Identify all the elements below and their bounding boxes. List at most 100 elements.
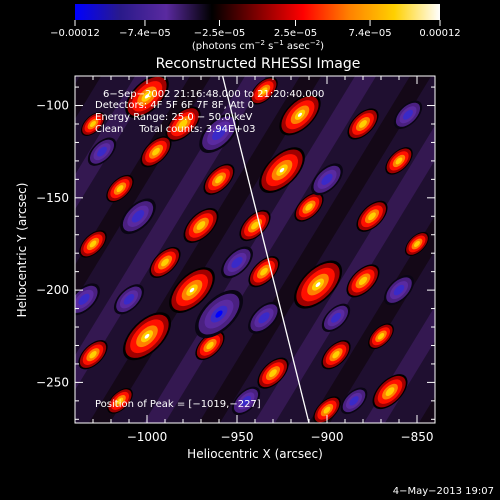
heatmap-contour	[307, 205, 311, 209]
heatmap-contour	[271, 371, 275, 375]
heatmap-contour	[243, 398, 249, 403]
colorbar-tick-label: 2.5e−05	[274, 28, 317, 39]
negative-source	[393, 100, 423, 129]
negative-source	[231, 386, 261, 416]
heatmap-contour	[234, 260, 240, 265]
x-tick-label: −900	[311, 430, 344, 444]
positive-source	[346, 264, 380, 298]
negative-source	[311, 163, 343, 196]
heatmap-contour	[370, 214, 374, 218]
positive-source	[125, 76, 169, 119]
x-tick-label: −950	[221, 430, 254, 444]
heatmap-contour	[189, 287, 195, 293]
heatmap-contour	[91, 242, 95, 246]
y-tick-label: −150	[36, 191, 69, 205]
colorbar-ticks: −0.00012 −7.4e−05 −2.5e−05 2.5e−05 7.4e−05 0.…	[50, 20, 461, 39]
negative-source	[87, 137, 117, 166]
positive-source	[248, 256, 280, 288]
positive-source	[250, 77, 278, 105]
heatmap-contour	[81, 296, 87, 302]
positive-source	[195, 330, 225, 361]
heatmap-image	[0, 36, 500, 463]
positive-source	[385, 147, 413, 175]
heatmap-contour	[217, 177, 221, 181]
heatmap-contour	[126, 297, 132, 302]
negative-source	[248, 301, 280, 334]
annotation-peak-position: Position of Peak = [−1019,−227]	[95, 399, 261, 410]
heatmap-contour	[325, 408, 329, 412]
colorbar-tick-label: −7.4e−05	[119, 28, 171, 39]
heatmap-contour	[253, 223, 257, 228]
heatmap-contour	[163, 260, 167, 264]
heatmap-band	[0, 36, 5, 463]
heatmap-contour	[91, 122, 95, 126]
heatmap-contour	[199, 223, 203, 228]
negative-source	[75, 283, 100, 316]
colorbar-tick-label: 7.4e−05	[348, 28, 391, 39]
heatmap-contour	[333, 315, 339, 320]
footer-date: 4−May−2013 19:07	[393, 486, 494, 497]
negative-source	[194, 290, 244, 339]
heatmap-contour	[135, 213, 141, 219]
positive-source	[79, 230, 107, 258]
positive-source	[107, 387, 133, 414]
colorbar-unit-label: (photons cm−2 s−1 asec−2)	[192, 39, 324, 52]
heatmap-contour	[118, 187, 122, 190]
positive-source	[239, 209, 271, 242]
heatmap-contour	[279, 167, 285, 173]
positive-source	[313, 396, 341, 423]
heatmap-band	[460, 36, 500, 463]
colorbar-tick-label: 0.00012	[419, 28, 460, 39]
y-axis-label: Heliocentric Y (arcsec)	[15, 183, 29, 318]
annotation-time-range: 6−Sep−2002 21:16:48.000 to 21:20:40.000	[103, 89, 324, 100]
positive-source	[80, 111, 106, 137]
negative-source	[113, 284, 145, 315]
heatmap-contour	[144, 333, 150, 339]
heatmap-band	[253, 125, 435, 423]
heatmap-contour	[379, 334, 383, 338]
heatmap-contour	[91, 353, 95, 357]
heatmap-contour	[216, 130, 222, 137]
chart-title: Reconstructed RHESSI Image	[156, 56, 361, 72]
positive-source	[122, 312, 172, 361]
y-tick-label: −200	[36, 283, 69, 297]
x-tick-label: −1000	[127, 430, 168, 444]
positive-source	[321, 340, 351, 370]
heatmap-contour	[154, 150, 158, 154]
positive-source	[257, 357, 289, 389]
positive-source	[279, 94, 321, 136]
heatmap-band	[308, 215, 435, 423]
heatmap-contour	[361, 279, 365, 283]
positive-source	[259, 147, 305, 194]
heatmap-contour	[181, 122, 185, 126]
solar-limb-line	[221, 76, 310, 423]
positive-source	[404, 231, 430, 256]
y-tick-label: −250	[36, 375, 69, 389]
positive-source	[368, 323, 394, 350]
colorbar-tick-label: −0.00012	[50, 28, 100, 39]
positive-source	[293, 260, 343, 309]
positive-source	[169, 267, 215, 313]
x-tick-label: −850	[401, 430, 434, 444]
positive-source	[165, 106, 201, 142]
heatmap-contour	[352, 398, 356, 403]
positive-source	[140, 136, 172, 168]
y-tick-label: −100	[36, 99, 69, 113]
positive-source	[183, 207, 219, 244]
positive-source	[203, 163, 235, 195]
heatmap-contour	[415, 242, 419, 246]
x-axis-ticks: −1000 −950 −900 −850	[74, 76, 436, 444]
negative-source	[340, 387, 368, 415]
heatmap-contour	[396, 287, 402, 293]
heatmap-contour	[315, 282, 321, 287]
positive-source	[347, 108, 379, 140]
heatmap-contour	[334, 353, 338, 357]
heatmap-contour	[361, 122, 365, 126]
y-axis-ticks: −100 −150 −200 −250	[36, 86, 435, 420]
positive-source	[294, 192, 324, 222]
heatmap-contour	[324, 176, 330, 182]
heatmap-contour	[405, 112, 411, 117]
heatmap-band	[198, 76, 432, 423]
heatmap-contour	[144, 94, 150, 99]
